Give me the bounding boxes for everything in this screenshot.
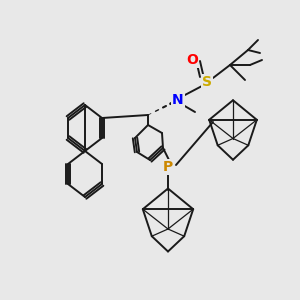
Text: P: P <box>163 160 173 174</box>
Text: S: S <box>202 75 212 89</box>
Text: O: O <box>186 53 198 67</box>
Text: N: N <box>172 93 184 107</box>
